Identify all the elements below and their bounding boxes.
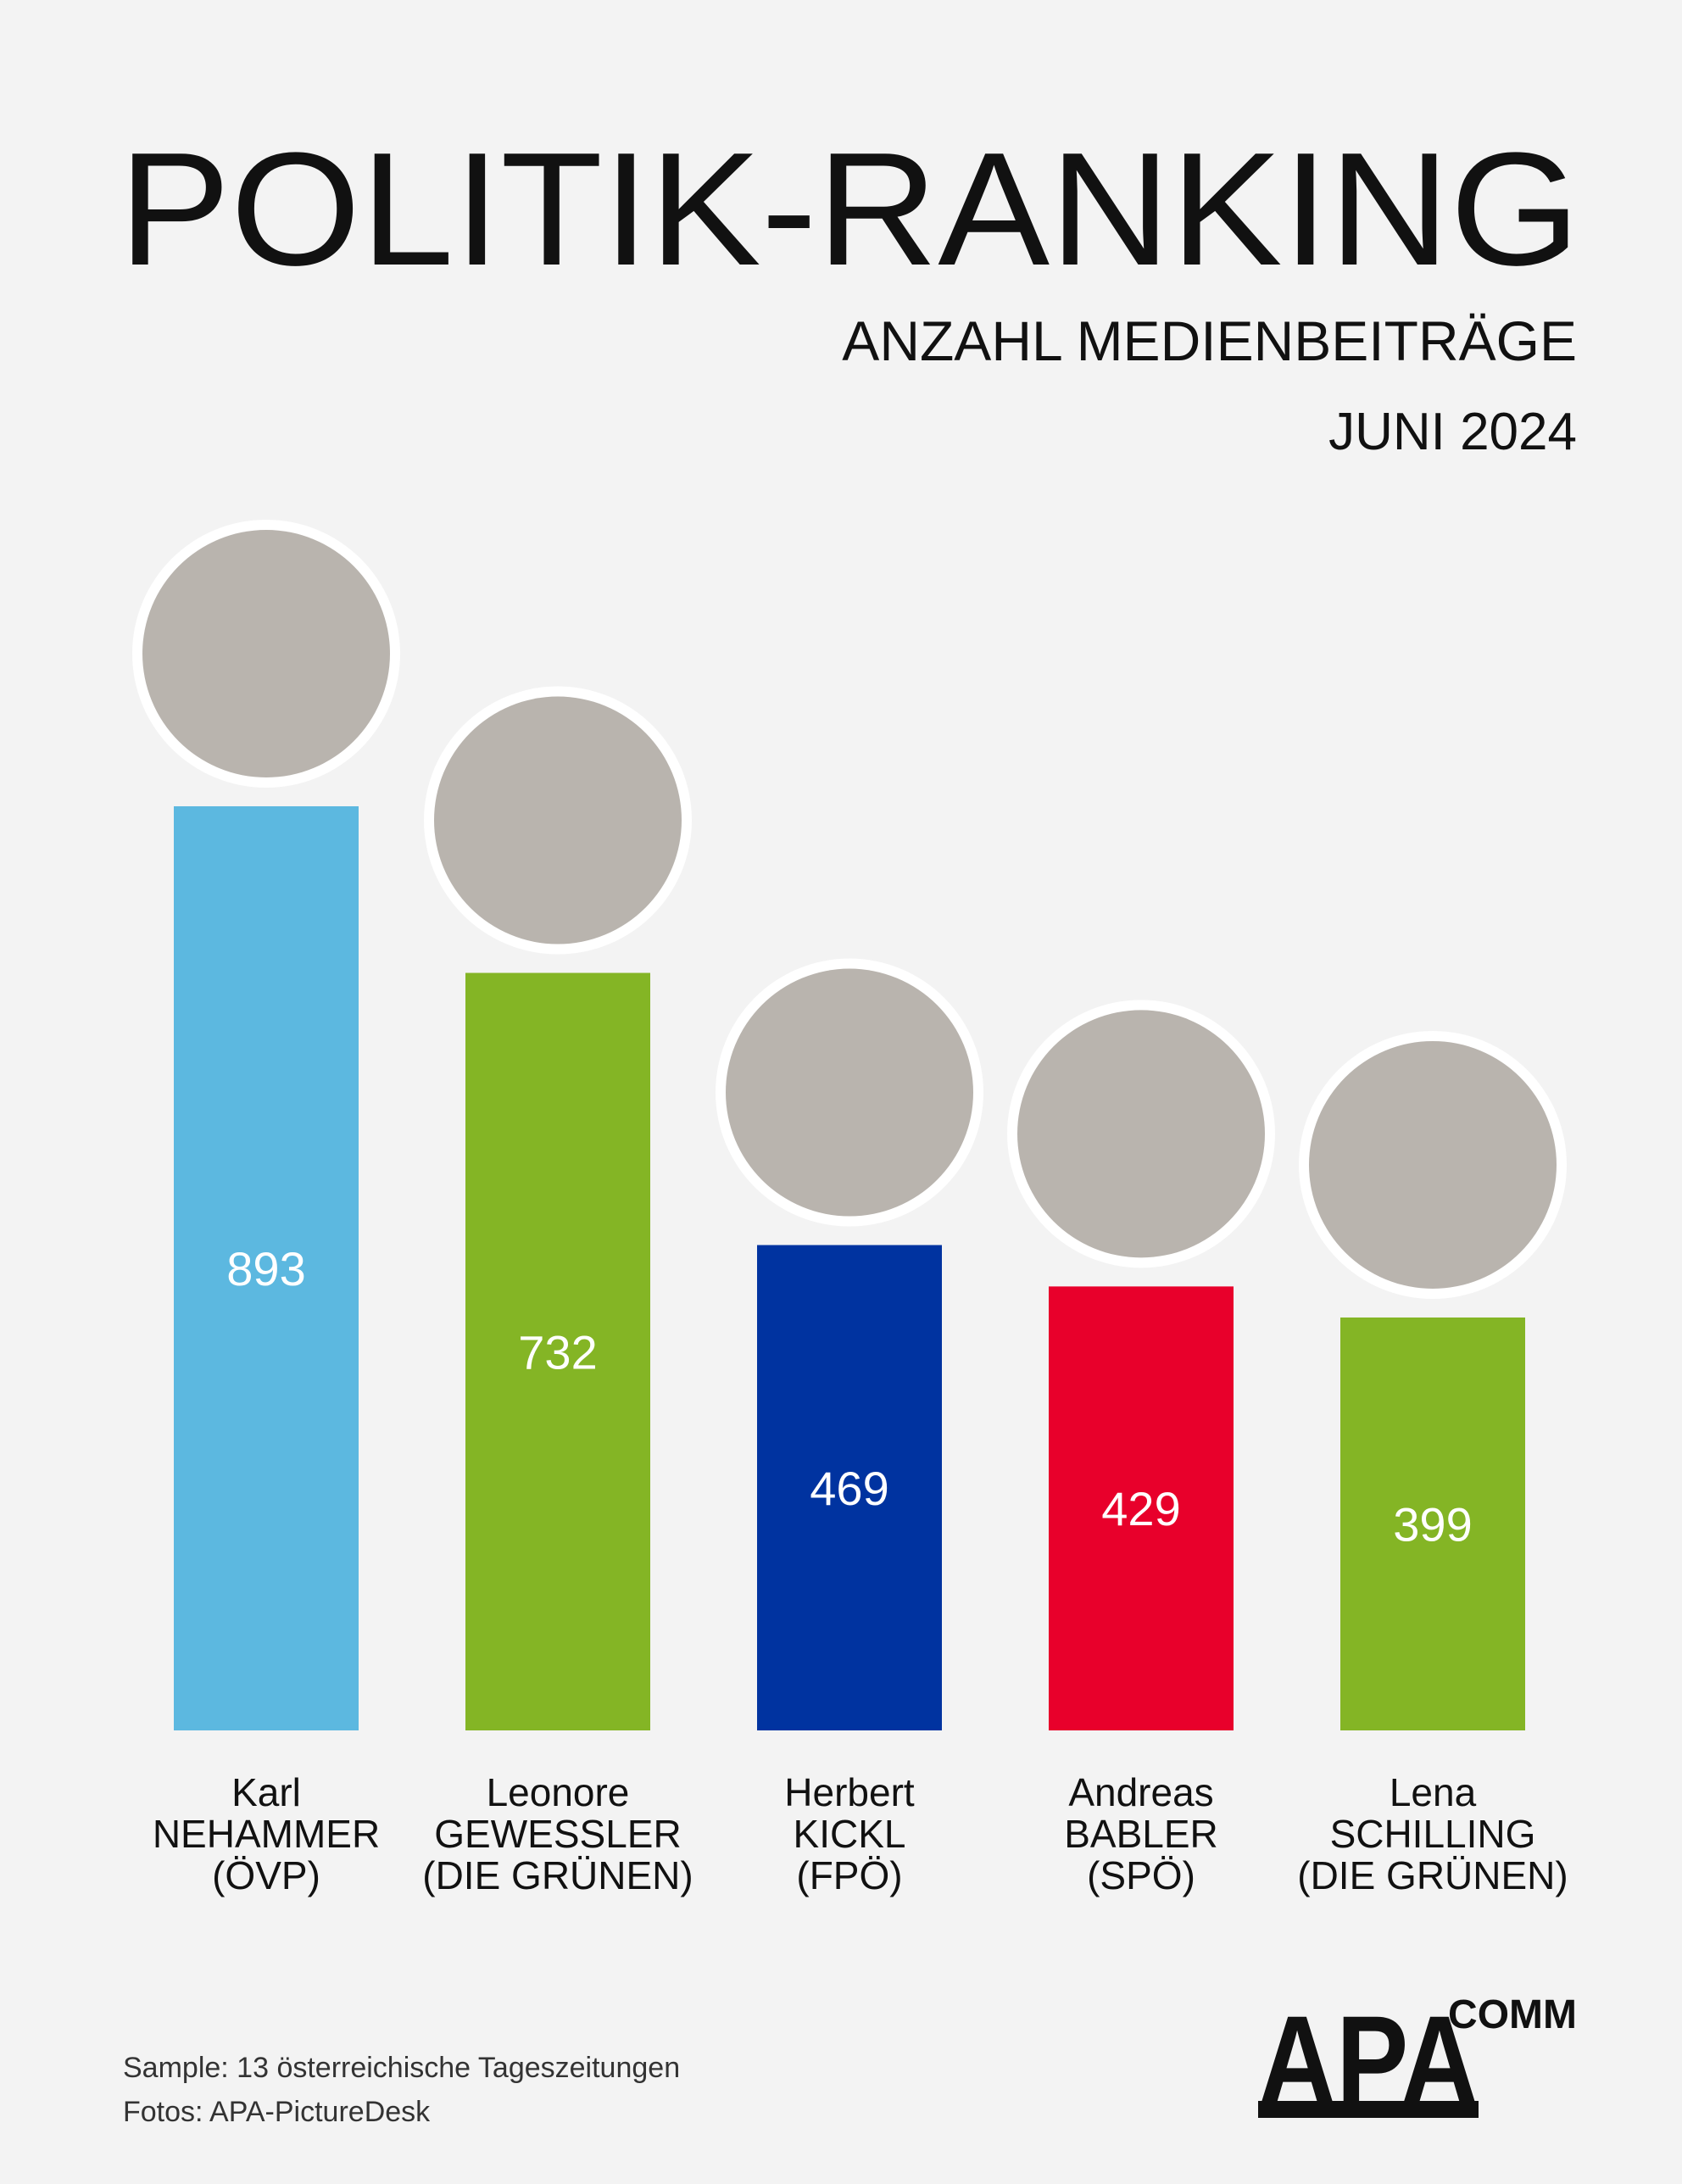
category-label: (SPÖ) [1087, 1853, 1195, 1897]
value-label: 469 [810, 1462, 888, 1515]
value-label: 429 [1101, 1482, 1180, 1535]
category-label: SCHILLING [1330, 1812, 1536, 1856]
photo [434, 696, 682, 944]
footnote: Sample: 13 österreichische Tageszeitunge… [123, 2052, 680, 2084]
category-label: Leonore [487, 1770, 630, 1814]
category-label: (DIE GRÜNEN) [422, 1853, 693, 1897]
bar [757, 1245, 942, 1730]
category-label: (ÖVP) [212, 1853, 320, 1897]
category-label: Karl [231, 1770, 301, 1814]
logo-bar [1258, 2101, 1479, 2118]
chart-period: JUNI 2024 [1328, 403, 1577, 461]
category-label: Lena [1390, 1770, 1477, 1814]
bar [1049, 1286, 1234, 1730]
value-label: 399 [1393, 1497, 1472, 1551]
photo [1309, 1040, 1557, 1289]
category-label: (DIE GRÜNEN) [1297, 1853, 1568, 1897]
footnote: Fotos: APA-PictureDesk [123, 2096, 431, 2128]
chart-title: POLITIK-RANKING [119, 120, 1580, 299]
category-label: GEWESSLER [434, 1812, 681, 1856]
bar [465, 972, 650, 1730]
category-label: (FPÖ) [796, 1853, 902, 1897]
bar [174, 806, 359, 1730]
category-label: BABLER [1064, 1812, 1218, 1856]
category-label: KICKL [794, 1812, 906, 1856]
category-label: Andreas [1068, 1770, 1213, 1814]
photo [1017, 1010, 1265, 1258]
logo: COMM APA [1258, 1989, 1577, 2131]
value-label: 893 [226, 1242, 305, 1295]
photo [142, 530, 390, 777]
category-label: Herbert [784, 1770, 915, 1814]
chart-subtitle: ANZAHL MEDIENBEITRÄGE [842, 309, 1577, 372]
photo [726, 968, 973, 1217]
bar [1340, 1317, 1525, 1730]
logo-sub: COMM [1448, 1992, 1577, 2037]
value-label: 732 [518, 1325, 597, 1379]
category-label: NEHAMMER [153, 1812, 380, 1856]
